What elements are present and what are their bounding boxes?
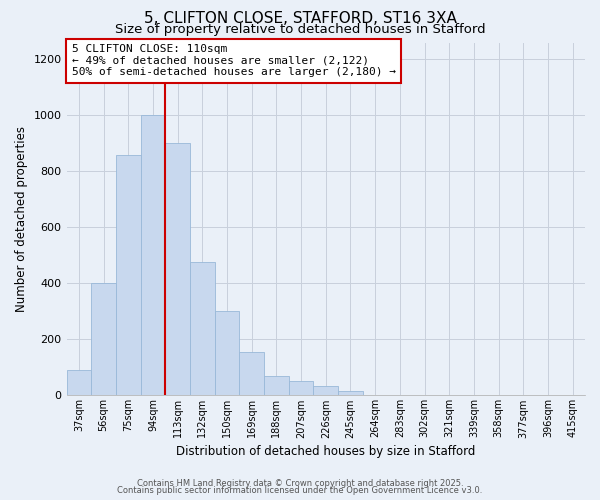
Bar [140,116,165,396]
Text: Contains HM Land Registry data © Crown copyright and database right 2025.: Contains HM Land Registry data © Crown c… [137,478,463,488]
Bar [363,395,388,396]
X-axis label: Distribution of detached houses by size in Stafford: Distribution of detached houses by size … [176,444,475,458]
Bar [215,312,239,396]
Bar [313,386,338,396]
Bar [239,352,264,396]
Bar [91,284,116,396]
Bar [289,382,313,396]
Text: 5, CLIFTON CLOSE, STAFFORD, ST16 3XA: 5, CLIFTON CLOSE, STAFFORD, ST16 3XA [143,11,457,26]
Bar [190,262,215,396]
Text: Contains public sector information licensed under the Open Government Licence v3: Contains public sector information licen… [118,486,482,495]
Y-axis label: Number of detached properties: Number of detached properties [15,126,28,312]
Bar [338,391,363,396]
Text: 5 CLIFTON CLOSE: 110sqm
← 49% of detached houses are smaller (2,122)
50% of semi: 5 CLIFTON CLOSE: 110sqm ← 49% of detache… [72,44,396,78]
Bar [67,370,91,396]
Text: Size of property relative to detached houses in Stafford: Size of property relative to detached ho… [115,22,485,36]
Bar [165,144,190,396]
Bar [116,154,140,396]
Bar [264,376,289,396]
